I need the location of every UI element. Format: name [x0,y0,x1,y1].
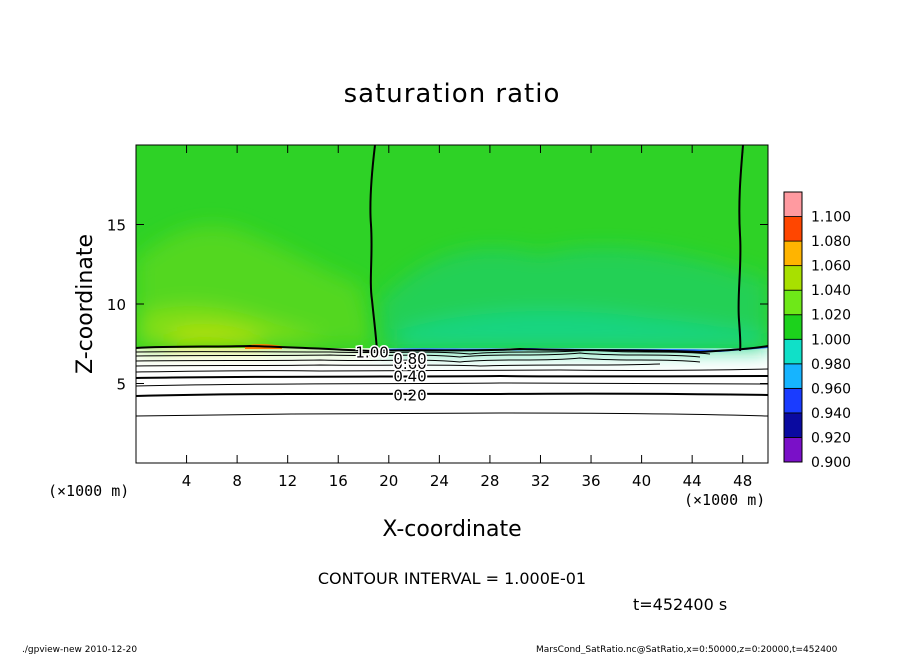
contour-label: 0.60 [393,355,426,373]
colorbar-label: 0.940 [811,406,851,422]
footer-right: MarsCond_SatRatio.nc@SatRatio,x=0:50000,… [536,645,838,654]
colorbar-label: 1.000 [811,332,851,348]
footer-left: ./gpview-new 2010-12-20 [22,645,137,654]
contour-boundary [136,344,768,354]
colorbar-swatch [783,437,803,463]
x-tick-label: 16 [329,472,348,490]
contour-label: 0.80 [393,350,426,368]
colorbar-label: 1.040 [811,283,851,299]
chart-title: saturation ratio [344,79,561,109]
x-tick-label: 12 [278,472,297,490]
field-supersaturated-patches [136,225,375,348]
contour-label: 0.40 [393,368,426,386]
x-tick-label: 32 [531,472,550,490]
colorbar-swatch [783,338,803,365]
x-tick-label: 36 [581,472,600,490]
colorbar-swatch [783,240,803,267]
colorbar-swatch [783,412,803,438]
colorbar-label: 1.060 [811,259,851,275]
colorbar-label: 0.920 [811,430,851,446]
x-tick-label: 44 [683,472,702,490]
colorbar-swatch [783,191,803,217]
x-tick-label: 40 [632,472,651,490]
colorbar-swatch [783,216,803,242]
contour-vertical-left [369,145,378,352]
y-axis: 5 10 15 [107,217,768,394]
contour-label: 0.20 [393,387,426,405]
y-tick-label: 10 [107,296,126,314]
y-tick-label: 5 [116,376,126,394]
colorbar-label: 1.080 [811,234,851,250]
colorbar-swatch [783,265,803,291]
colorbar-swatch [783,314,803,340]
colorbar: 0.900 0.920 0.940 0.960 0.980 1.000 1.020 1.040… [783,191,851,471]
contour-interval: CONTOUR INTERVAL = 1.000E-01 [318,569,586,588]
contour-vertical-right [737,145,744,352]
colorbar-swatch [783,363,803,389]
x-tick-label: 48 [733,472,752,490]
x-axis: 4 8 12 16 20 24 28 32 36 40 44 48 [182,145,752,490]
x-axis-label: X-coordinate [382,517,521,542]
y-axis-label: Z-coordinate [73,234,98,374]
colorbar-label: 1.100 [811,210,851,226]
colorbar-swatch [783,387,803,414]
time-label: t=452400 s [633,595,727,614]
colorbar-frame [783,191,803,463]
colorbar-label: 0.960 [811,381,851,397]
colorbar-swatch [783,289,803,316]
x-tick-label: 20 [379,472,398,490]
contour-labels: 0.200.400.600.80 1.00 [354,342,428,406]
colorbar-label: 0.900 [811,455,851,471]
contour-label: 1.00 [355,344,388,362]
contour-lines [136,349,768,417]
x-unit-left: (×1000 m) [48,482,129,500]
x-tick-label: 24 [430,472,449,490]
field-subsaturated-patches [380,247,768,350]
x-unit-right: (×1000 m) [684,491,765,509]
colorbar-label: 1.020 [811,308,851,324]
colorbar-label: 0.980 [811,357,851,373]
y-tick-label: 15 [107,217,126,235]
x-tick-label: 28 [480,472,499,490]
plot-area [136,145,768,463]
x-tick-label: 4 [182,472,192,490]
x-tick-label: 8 [232,472,242,490]
